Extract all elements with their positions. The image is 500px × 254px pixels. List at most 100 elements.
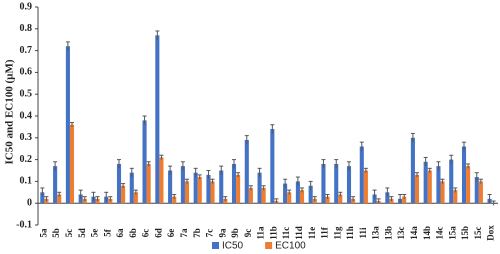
legend-label: EC100 [275, 241, 306, 252]
x-tick-label: 11h [345, 226, 355, 240]
x-tick-label: 13c [396, 227, 406, 240]
x-tick-label: 5f [102, 228, 112, 237]
x-tick-label: 11i [358, 227, 368, 239]
x-tick-label: 13b [383, 226, 393, 240]
bar [231, 163, 237, 204]
bar [236, 174, 241, 204]
x-tick-label: 9c [243, 229, 253, 238]
bar [193, 172, 198, 204]
x-tick-label: 5b [51, 228, 61, 238]
bar [257, 172, 262, 204]
bar [287, 192, 292, 204]
bar [414, 174, 420, 204]
x-tick-label: 7a [179, 228, 189, 238]
bar [299, 190, 305, 204]
bar [129, 172, 134, 204]
x-tick-label: 7c [205, 229, 215, 238]
x-tick-label: 9b [230, 228, 240, 238]
bar [69, 124, 75, 204]
x-tick-label: 5e [90, 229, 100, 238]
bar [244, 139, 249, 204]
bar [321, 163, 326, 204]
x-tick-label: 6b [128, 228, 138, 238]
x-tick-label: 11f [320, 226, 330, 239]
bar [210, 181, 215, 204]
bar [474, 177, 479, 204]
x-tick-label: 7b [192, 228, 202, 238]
x-tick-label: 6d [153, 228, 163, 238]
x-tick-label: 15c [473, 227, 483, 240]
bar [359, 146, 364, 204]
bar [466, 166, 471, 204]
bar [436, 166, 441, 204]
bar [461, 146, 467, 204]
y-tick-label: 0.8 [20, 23, 33, 34]
bar [219, 170, 224, 204]
bar [283, 183, 288, 204]
bar [449, 159, 454, 204]
x-tick-label: 11a [256, 226, 266, 240]
x-tick-label: 6a [115, 228, 125, 238]
bar [197, 177, 202, 204]
x-tick-label: 11b [268, 226, 278, 240]
x-tick-label: 6e [166, 229, 176, 238]
bar [248, 187, 253, 204]
bar [402, 196, 407, 204]
bar [440, 181, 445, 204]
bar [53, 166, 58, 204]
x-tick-label: 6c [141, 229, 151, 238]
bar [180, 166, 185, 204]
bar [159, 157, 164, 204]
legend-label: IC50 [222, 241, 244, 252]
bar [57, 194, 62, 204]
x-tick-label: 5a [38, 228, 48, 238]
x-tick-label: 14c [435, 227, 445, 240]
y-tick-label: 0.3 [20, 132, 33, 143]
legend-swatch [212, 242, 219, 249]
x-tick-label: 11c [281, 227, 291, 240]
x-tick-label: 15b [460, 226, 470, 240]
bar [338, 194, 343, 204]
y-tick-label: 0.9 [20, 1, 33, 12]
bar [325, 196, 330, 204]
bar [270, 129, 275, 204]
bar [116, 163, 122, 204]
bar [308, 185, 313, 204]
x-tick-label: 15a [447, 226, 457, 240]
y-axis-title: IC50 and EC100 (µM) [4, 59, 16, 164]
x-tick-label: 11d [294, 226, 304, 240]
bar [410, 137, 415, 204]
bar [346, 166, 352, 204]
bar [295, 181, 300, 204]
bar [427, 170, 432, 204]
bar [65, 46, 70, 204]
bar [261, 187, 266, 204]
y-tick-label: 0.6 [20, 67, 33, 78]
bar [146, 163, 151, 204]
x-tick-label: 14a [409, 226, 419, 240]
bar [40, 192, 45, 204]
bar [363, 170, 368, 204]
legend-swatch [265, 242, 273, 249]
y-tick-label: -0.1 [16, 219, 32, 230]
bar [423, 161, 428, 204]
bar [168, 170, 173, 204]
x-tick-label: 5c [64, 229, 74, 238]
x-tick-label: 5d [77, 228, 87, 238]
bar [206, 174, 211, 204]
bar [184, 181, 190, 204]
y-tick-label: 0 [27, 197, 32, 208]
x-tick-label: 11g [332, 226, 342, 240]
x-tick-label: 11e [307, 227, 317, 240]
bar [121, 185, 126, 204]
y-tick-label: 0.7 [20, 45, 33, 56]
y-tick-label: 0.2 [20, 154, 33, 165]
x-tick-label: 9a [217, 228, 227, 238]
y-tick-label: 0.4 [20, 110, 33, 121]
bar [478, 181, 483, 204]
bar [172, 196, 177, 204]
y-tick-label: 0.5 [20, 88, 33, 99]
bar [155, 35, 160, 204]
y-tick-label: 0.1 [20, 176, 33, 187]
